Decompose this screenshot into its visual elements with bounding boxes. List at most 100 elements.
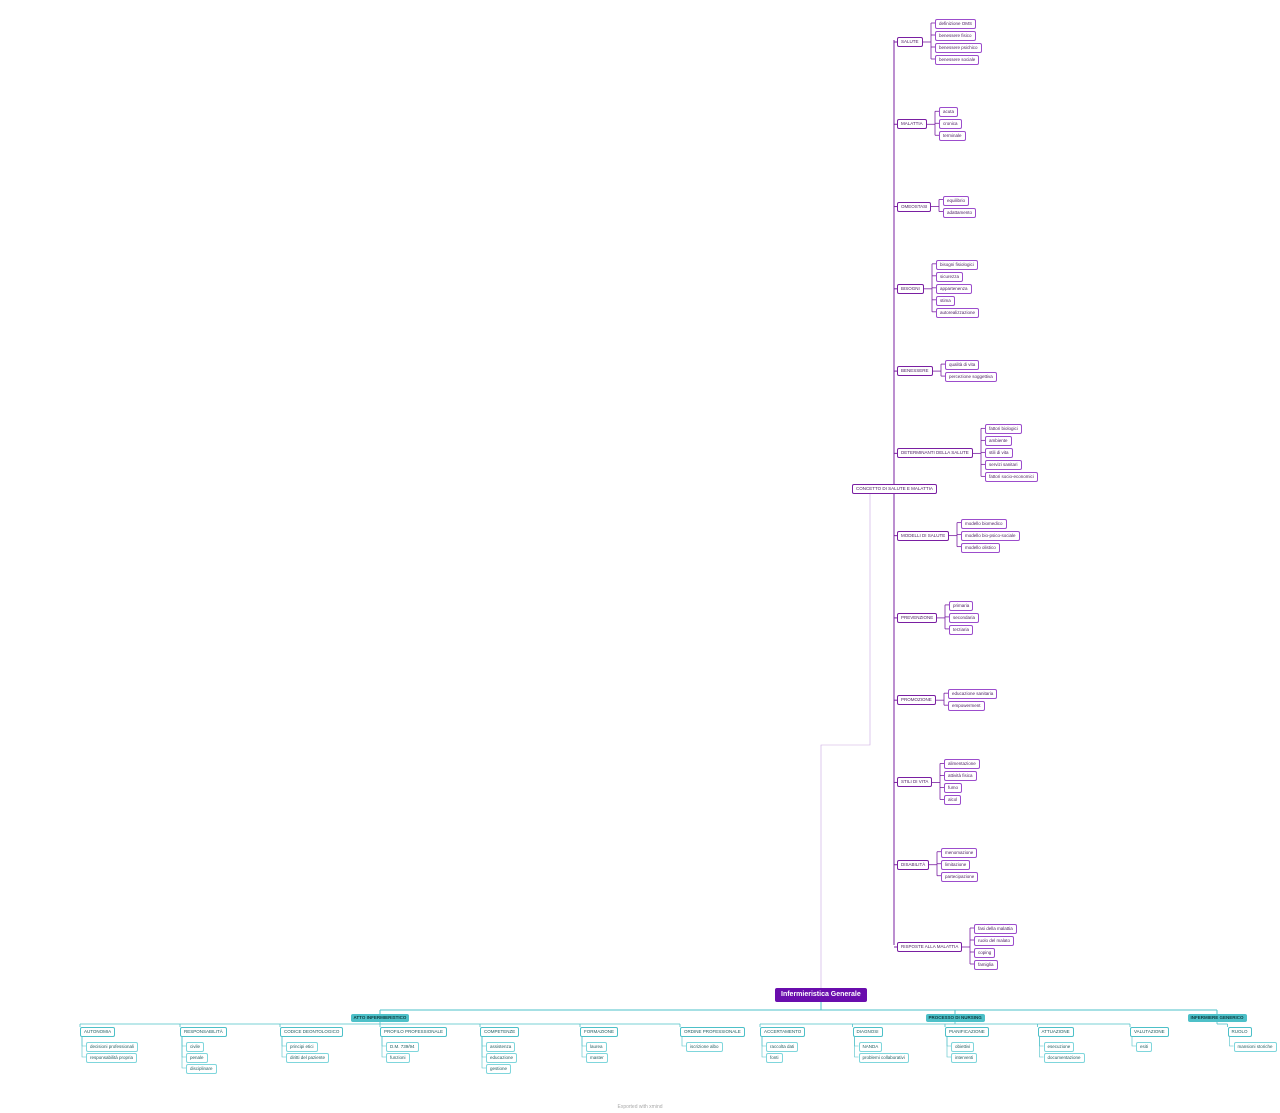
leaf-node: modello bio-psico-sociale — [961, 530, 1020, 541]
leaf-node: interventi — [951, 1053, 978, 1063]
leaf-node: appartenenza — [936, 283, 972, 294]
leaf-node: fasi della malattia — [974, 924, 1017, 934]
leaf-node: benessere psichico — [935, 43, 982, 53]
connector — [581, 1037, 586, 1058]
leaf-node: gestione — [486, 1064, 512, 1074]
leaf-node: problemi collaborativi — [858, 1053, 909, 1063]
leaf-node: servizi sanitari — [985, 460, 1022, 471]
leaf-node: raccolta dati — [766, 1042, 799, 1052]
topic-node: PREVENZIONE — [897, 612, 938, 623]
connector — [946, 1037, 951, 1058]
leaf-node: secondaria — [949, 612, 980, 623]
leaf-node: acuta — [939, 107, 959, 118]
topic-node: VALUTAZIONE — [1130, 1027, 1169, 1037]
leaf-node: autorealizzazione — [936, 307, 980, 318]
leaf-node: mansioni storiche — [1233, 1042, 1277, 1052]
leaf-node: educazione sanitaria — [948, 689, 998, 700]
leaf-node: fumo — [944, 783, 963, 794]
topic-node: DIAGNOSI — [852, 1027, 883, 1037]
leaf-node: fattori biologici — [985, 424, 1022, 435]
leaf-node: qualità di vita — [945, 360, 980, 371]
connector — [1039, 1037, 1044, 1047]
connector — [381, 1037, 386, 1058]
leaf-node: sicurezza — [936, 271, 964, 282]
leaf-node: primaria — [949, 600, 974, 611]
leaf-node: bisogni fisiologici — [936, 259, 978, 270]
branch-node: PROCESSO DI NURSING — [925, 1014, 985, 1022]
leaf-node: alimentazione — [944, 759, 980, 770]
connector — [681, 1037, 686, 1047]
leaf-node: coping — [974, 948, 996, 958]
leaf-node: laurea — [586, 1042, 607, 1052]
leaf-node: principi etici — [286, 1042, 318, 1052]
leaf-node: funzioni — [386, 1053, 410, 1063]
leaf-node: esiti — [1136, 1042, 1153, 1052]
connector — [1229, 1037, 1234, 1047]
footer: Exported with xmind — [617, 1104, 663, 1110]
leaf-node: attività fisica — [944, 771, 977, 782]
leaf-node: stili di vita — [985, 448, 1013, 459]
topic-node: CODICE DEONTOLOGICO — [280, 1027, 344, 1037]
topic-node: RISPOSTE ALLA MALATTIA — [897, 942, 963, 952]
topic-node: PROMOZIONE — [897, 695, 936, 706]
root-node: Infermieristica Generale — [775, 988, 867, 1002]
topic-node: COMPETENZE — [480, 1027, 520, 1037]
branch-node: CONCETTO DI SALUTE E MALATTIA — [852, 484, 937, 494]
leaf-node: terminale — [939, 131, 966, 142]
leaf-node: stima — [936, 295, 955, 306]
leaf-node: penale — [186, 1053, 208, 1063]
leaf-node: civile — [186, 1042, 205, 1052]
topic-node: ORDINE PROFESSIONALE — [680, 1027, 745, 1037]
topic-node: ATTUAZIONE — [1037, 1027, 1074, 1037]
leaf-node: diritti del paziente — [286, 1053, 330, 1063]
leaf-node: benessere sociale — [935, 55, 980, 65]
connector — [281, 1037, 286, 1058]
topic-node: ACCERTAMENTO — [760, 1027, 806, 1037]
leaf-node: ambiente — [985, 436, 1012, 447]
topic-node: MALATTIA — [897, 119, 927, 130]
leaf-node: alcol — [944, 795, 962, 806]
leaf-node: responsabilità propria — [86, 1053, 138, 1063]
leaf-node: decisioni professionali — [86, 1042, 139, 1052]
topic-node: PIANIFICAZIONE — [945, 1027, 989, 1037]
leaf-node: adattamento — [943, 207, 977, 218]
branch-node: INFERMIERE GENERICO — [1187, 1014, 1247, 1022]
connector — [820, 494, 871, 988]
leaf-node: equilibrio — [943, 195, 970, 206]
topic-node: FORMAZIONE — [580, 1027, 618, 1037]
topic-node: MODELLI DI SALUTE — [897, 530, 950, 541]
leaf-node: ruolo del malato — [974, 936, 1015, 946]
leaf-node: modello olistico — [961, 542, 1000, 553]
leaf-node: modello biomedico — [961, 518, 1007, 529]
leaf-node: master — [586, 1053, 608, 1063]
leaf-node: NANDA — [858, 1042, 883, 1052]
leaf-node: fonti — [766, 1053, 783, 1063]
topic-node: AUTONOMIA — [80, 1027, 116, 1037]
leaf-node: benessere fisico — [935, 31, 976, 41]
connector — [854, 1037, 859, 1047]
leaf-node: documentazione — [1043, 1053, 1085, 1063]
leaf-node: iscrizione albo — [686, 1042, 723, 1052]
leaf-node: disciplinare — [186, 1064, 217, 1074]
leaf-node: definizione OMS — [935, 19, 977, 29]
leaf-node: terziaria — [949, 624, 974, 635]
topic-node: DETERMINANTI DELLA SALUTE — [897, 448, 973, 459]
topic-node: SALUTE — [897, 37, 923, 47]
connector — [854, 1037, 859, 1058]
topic-node: RESPONSABILITÀ — [180, 1027, 227, 1037]
leaf-node: cronica — [939, 119, 962, 130]
leaf-node: fattori socio-economici — [985, 472, 1038, 483]
leaf-node: famiglia — [974, 960, 998, 970]
leaf-node: limitazione — [941, 859, 971, 870]
leaf-node: D.M. 739/94 — [386, 1042, 419, 1052]
connector — [181, 1037, 186, 1069]
branch-node: ATTO INFERMIERISTICO — [350, 1014, 410, 1022]
topic-node: OMEOSTASI — [897, 201, 932, 212]
connector — [761, 1037, 766, 1058]
leaf-node: obiettivi — [951, 1042, 975, 1052]
leaf-node: esecuzione — [1043, 1042, 1075, 1052]
connector — [81, 1037, 86, 1058]
topic-node: DISABILITÀ — [897, 859, 930, 870]
